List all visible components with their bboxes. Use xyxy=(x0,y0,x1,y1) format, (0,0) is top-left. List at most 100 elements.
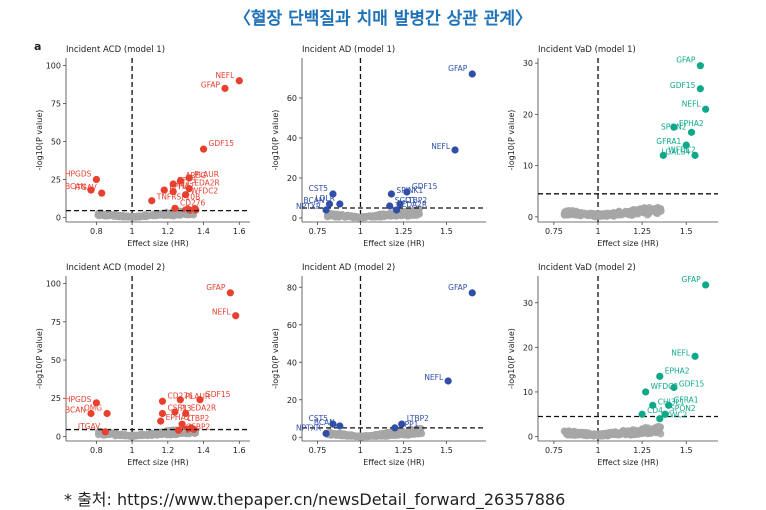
data-point-labeled xyxy=(691,151,699,159)
data-point-nonsignificant xyxy=(380,430,388,438)
data-point-nonsignificant xyxy=(616,430,625,439)
data-point-labeled xyxy=(659,151,667,159)
data-point-nonsignificant xyxy=(352,213,361,221)
point-label: SPP1 xyxy=(400,420,419,429)
x-tick-label: 0.75 xyxy=(309,227,327,236)
point-label: EPHA2 xyxy=(166,413,191,422)
y-tick-label: 80 xyxy=(287,283,297,292)
y-tick-label: 0 xyxy=(56,432,61,441)
point-label: NEFL xyxy=(212,308,232,317)
point-label: AREG xyxy=(185,171,206,180)
x-tick-label: 1 xyxy=(358,227,363,236)
volcano-panel: Incident ACD (model 2) 0.8 1 1.2 1.4 1.6 0 25 50… xyxy=(35,263,250,467)
volcano-panel: Incident AD (model 1) 0.75 1 1.25 1.5 0 20 40 60… xyxy=(271,45,486,248)
data-point-nonsignificant xyxy=(576,212,585,220)
data-point-labeled xyxy=(396,200,404,208)
x-axis-label: Effect size (HR) xyxy=(597,239,658,248)
volcano-panel: Incident AD (model 2) 0.75 1 1.25 1.5 0 20 40 60… xyxy=(271,263,486,467)
point-label: SGO1 xyxy=(395,196,416,205)
point-label: PLAUR xyxy=(185,392,210,401)
point-label: NEFL xyxy=(215,71,235,80)
data-point-labeled xyxy=(185,184,193,193)
data-point-labeled xyxy=(171,408,179,416)
data-point-nonsignificant xyxy=(616,210,624,218)
data-point-labeled xyxy=(171,204,179,212)
data-point-labeled xyxy=(169,180,177,188)
x-tick-label: 0.75 xyxy=(545,227,563,236)
data-point-labeled xyxy=(160,186,168,194)
data-point-labeled xyxy=(670,383,678,392)
point-label: EDA2R xyxy=(402,200,428,209)
panel-title: Incident AD (model 1) xyxy=(302,45,395,55)
x-tick-label: 1.6 xyxy=(233,227,246,236)
data-point-nonsignificant xyxy=(402,210,410,218)
y-tick-label: 0 xyxy=(292,433,297,442)
point-label: NEFL xyxy=(682,99,702,108)
data-point-nonsignificant xyxy=(140,431,148,439)
point-label: HPGDS xyxy=(65,169,92,178)
data-point-nonsignificant xyxy=(167,212,175,220)
point-label: WFDC2 xyxy=(651,382,679,391)
y-tick-label: 100 xyxy=(46,280,61,289)
panel-title: Incident VaD (model 2) xyxy=(538,263,636,273)
data-point-nonsignificant xyxy=(590,431,598,439)
data-point-nonsignificant xyxy=(342,432,350,440)
data-point-nonsignificant xyxy=(636,208,644,216)
data-point-nonsignificant xyxy=(359,213,367,221)
data-point-labeled xyxy=(322,206,330,214)
y-tick-label: 0 xyxy=(528,213,533,222)
x-tick-label: 1.5 xyxy=(680,446,693,455)
data-point-nonsignificant xyxy=(348,431,356,439)
data-point-nonsignificant xyxy=(401,429,410,437)
data-point-nonsignificant xyxy=(583,432,592,440)
data-point-labeled xyxy=(656,415,664,423)
y-tick-label: 20 xyxy=(287,174,297,183)
x-tick-label: 1.5 xyxy=(440,227,453,236)
point-label: GDF15 xyxy=(670,81,696,90)
y-tick-label: 20 xyxy=(287,396,297,405)
point-label: CD276 xyxy=(167,391,193,400)
data-point-labeled xyxy=(702,105,710,113)
panel-title: Incident ACD (model 2) xyxy=(66,263,165,273)
point-label: ITGAV xyxy=(78,422,101,431)
point-label: GFAP xyxy=(448,64,468,73)
data-point-labeled xyxy=(103,409,111,418)
point-label: LTBP2 xyxy=(405,196,427,205)
y-axis-label: -log10(P value) xyxy=(271,110,280,171)
data-point-labeled xyxy=(92,399,100,407)
point-label: GDF15 xyxy=(412,182,438,191)
data-point-labeled xyxy=(101,428,109,436)
point-label: CSF1 xyxy=(167,404,186,413)
data-point-labeled xyxy=(386,202,394,210)
point-label: PI3 xyxy=(180,404,192,413)
data-point-labeled xyxy=(468,70,476,78)
data-point-labeled xyxy=(221,84,229,92)
source-caption: * 출처: https://www.thepaper.cn/newsDetail… xyxy=(64,490,566,509)
data-point-nonsignificant xyxy=(330,429,338,438)
data-point-labeled xyxy=(226,289,234,297)
x-tick-label: 1.4 xyxy=(197,446,210,455)
data-point-labeled xyxy=(702,281,710,289)
data-point-labeled xyxy=(451,146,459,154)
point-label: IGFBP2 xyxy=(184,422,211,431)
x-tick-label: 1.6 xyxy=(233,446,246,455)
data-point-nonsignificant xyxy=(602,429,611,437)
y-tick-label: 25 xyxy=(51,175,61,184)
data-point-nonsignificant xyxy=(585,211,594,219)
x-tick-label: 0.75 xyxy=(545,446,563,455)
data-point-nonsignificant xyxy=(635,430,643,438)
point-label: OMG xyxy=(84,404,102,413)
data-point-nonsignificant xyxy=(177,211,185,219)
point-label: LTBP2 xyxy=(407,414,429,423)
x-tick-label: 1.5 xyxy=(440,446,453,455)
data-point-labeled xyxy=(444,377,452,385)
point-label: EDA2R xyxy=(194,179,220,188)
y-tick-label: 40 xyxy=(287,134,297,143)
data-point-labeled xyxy=(391,424,399,432)
point-label: EPHA2 xyxy=(679,119,704,128)
point-label: GDF15 xyxy=(209,139,235,148)
data-point-nonsignificant xyxy=(366,431,374,440)
y-tick-label: 75 xyxy=(51,100,61,109)
x-axis-label: Effect size (HR) xyxy=(363,458,424,467)
